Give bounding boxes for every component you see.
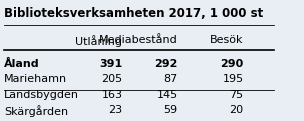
Text: Besök: Besök: [210, 35, 244, 45]
Text: Åland: Åland: [4, 59, 40, 69]
Text: 20: 20: [230, 105, 244, 115]
Text: 145: 145: [156, 90, 178, 100]
Text: 290: 290: [220, 59, 244, 69]
Text: 195: 195: [223, 74, 244, 84]
Text: Biblioteksverksamheten 2017, 1 000 st: Biblioteksverksamheten 2017, 1 000 st: [4, 7, 263, 20]
Text: Landsbygden: Landsbygden: [4, 90, 79, 100]
Text: Skärgården: Skärgården: [4, 105, 68, 117]
Text: Utlåning: Utlåning: [75, 35, 123, 47]
Text: 391: 391: [99, 59, 123, 69]
Text: 163: 163: [102, 90, 123, 100]
Text: 205: 205: [101, 74, 123, 84]
Text: 75: 75: [230, 90, 244, 100]
Text: 23: 23: [108, 105, 123, 115]
Text: 59: 59: [164, 105, 178, 115]
Text: Mediabestånd: Mediabestånd: [99, 35, 178, 45]
Text: 292: 292: [154, 59, 178, 69]
Text: Mariehamn: Mariehamn: [4, 74, 67, 84]
Text: 87: 87: [163, 74, 178, 84]
